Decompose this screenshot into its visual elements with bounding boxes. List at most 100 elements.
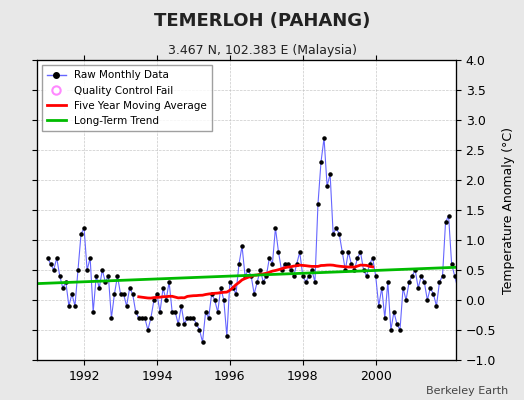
Legend: Raw Monthly Data, Quality Control Fail, Five Year Moving Average, Long-Term Tren: Raw Monthly Data, Quality Control Fail, … — [42, 65, 212, 131]
Point — [241, 273, 249, 279]
Point — [262, 273, 270, 279]
Point — [232, 291, 240, 297]
Point — [107, 315, 116, 321]
Point — [132, 309, 140, 315]
Point — [95, 285, 103, 291]
Point — [453, 285, 462, 291]
Point — [220, 297, 228, 303]
Point — [411, 267, 419, 273]
Text: TEMERLOH (PAHANG): TEMERLOH (PAHANG) — [154, 12, 370, 30]
Point — [347, 261, 356, 267]
Point — [429, 291, 438, 297]
Point — [287, 267, 295, 273]
Point — [195, 327, 204, 333]
Point — [83, 267, 91, 273]
Point — [399, 285, 407, 291]
Point — [350, 267, 358, 273]
Point — [338, 249, 346, 255]
Point — [356, 249, 365, 255]
Point — [77, 231, 85, 237]
Point — [438, 273, 446, 279]
Point — [332, 225, 341, 231]
Point — [47, 261, 55, 267]
Point — [128, 291, 137, 297]
Point — [147, 315, 155, 321]
Point — [304, 273, 313, 279]
Point — [344, 249, 353, 255]
Point — [153, 291, 161, 297]
Point — [150, 297, 158, 303]
Point — [71, 303, 79, 309]
Point — [64, 303, 73, 309]
Point — [341, 267, 350, 273]
Point — [253, 279, 261, 285]
Point — [244, 267, 252, 273]
Point — [101, 279, 110, 285]
Point — [289, 273, 298, 279]
Point — [223, 333, 231, 339]
Point — [125, 285, 134, 291]
Point — [165, 279, 173, 285]
Point — [104, 273, 113, 279]
Point — [113, 273, 122, 279]
Point — [186, 315, 194, 321]
Y-axis label: Temperature Anomaly (°C): Temperature Anomaly (°C) — [501, 126, 515, 294]
Point — [208, 291, 216, 297]
Point — [162, 297, 170, 303]
Point — [250, 291, 258, 297]
Point — [86, 255, 94, 261]
Point — [62, 279, 70, 285]
Point — [283, 261, 292, 267]
Point — [168, 309, 177, 315]
Point — [199, 339, 207, 345]
Point — [183, 315, 192, 321]
Point — [204, 315, 213, 321]
Point — [271, 225, 280, 231]
Point — [299, 273, 307, 279]
Point — [201, 309, 210, 315]
Point — [314, 201, 322, 207]
Point — [43, 255, 52, 261]
Point — [432, 303, 441, 309]
Point — [159, 285, 167, 291]
Point — [80, 225, 88, 231]
Point — [380, 315, 389, 321]
Point — [211, 297, 219, 303]
Point — [192, 321, 201, 327]
Point — [59, 285, 67, 291]
Point — [326, 171, 334, 177]
Point — [226, 279, 234, 285]
Point — [259, 279, 267, 285]
Point — [156, 309, 164, 315]
Point — [177, 303, 185, 309]
Point — [393, 321, 401, 327]
Point — [384, 279, 392, 285]
Point — [451, 273, 459, 279]
Point — [447, 261, 456, 267]
Point — [368, 255, 377, 261]
Point — [420, 279, 429, 285]
Point — [372, 273, 380, 279]
Point — [317, 159, 325, 165]
Point — [135, 315, 143, 321]
Point — [256, 267, 265, 273]
Point — [329, 231, 337, 237]
Point — [353, 255, 362, 261]
Point — [296, 249, 304, 255]
Point — [49, 267, 58, 273]
Point — [214, 309, 222, 315]
Point — [390, 309, 398, 315]
Point — [52, 255, 61, 261]
Point — [359, 267, 368, 273]
Point — [116, 291, 125, 297]
Point — [180, 321, 189, 327]
Point — [444, 213, 453, 219]
Point — [138, 315, 146, 321]
Point — [171, 309, 179, 315]
Point — [460, 291, 468, 297]
Point — [365, 261, 374, 267]
Text: Berkeley Earth: Berkeley Earth — [426, 386, 508, 396]
Point — [119, 291, 128, 297]
Point — [189, 315, 198, 321]
Point — [268, 261, 277, 267]
